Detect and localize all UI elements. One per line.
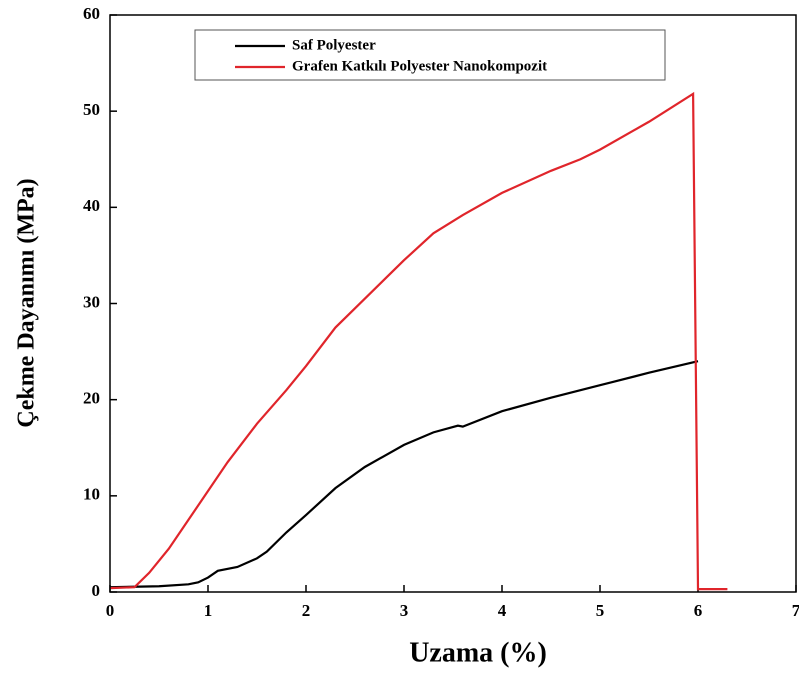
x-tick-label: 5 [596, 601, 605, 620]
x-tick-label: 7 [792, 601, 799, 620]
y-tick-label: 30 [83, 292, 100, 311]
legend: Saf Polyester Grafen Katkılı Polyester Na… [194, 29, 666, 81]
x-tick-label: 2 [302, 601, 311, 620]
x-tick-label: 6 [694, 601, 703, 620]
plot-frame [109, 14, 797, 593]
x-tick-label: 1 [204, 601, 213, 620]
y-tick-label: 50 [83, 100, 100, 119]
y-tick-label: 20 [83, 389, 100, 408]
legend-label: Grafen Katkılı Polyester Nanokompozit [292, 58, 547, 74]
y-tick-label: 0 [92, 581, 101, 600]
x-axis-label: Uzama (%) [409, 637, 547, 668]
x-tick-label: 0 [106, 601, 115, 620]
y-tick-label: 10 [83, 485, 100, 504]
x-tick-label: 4 [498, 601, 507, 620]
series-line [109, 91, 728, 591]
y-axis-label: Çekme Dayanımı (MPa) [14, 178, 40, 427]
legend-label: Saf Polyester [292, 37, 376, 53]
y-tick-label: 60 [83, 4, 100, 23]
y-tick-label: 40 [83, 196, 100, 215]
legend-box [194, 29, 666, 81]
x-tick-label: 3 [400, 601, 409, 620]
series-line [109, 360, 699, 589]
